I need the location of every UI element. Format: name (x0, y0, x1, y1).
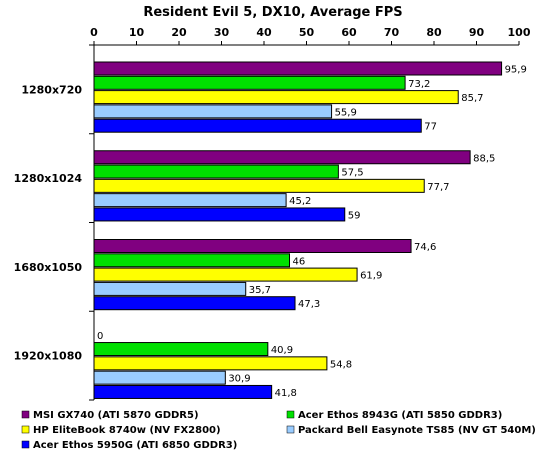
bar (93, 150, 471, 165)
bar (93, 90, 459, 105)
bar-value-label: 30,9 (228, 374, 250, 385)
bar-value-label: 85,7 (461, 93, 483, 104)
axes (89, 41, 520, 401)
legend-label: Packard Bell Easynote TS85 (NV GT 540M) (298, 425, 536, 436)
bar (93, 164, 339, 179)
x-tick-label: 70 (384, 26, 400, 39)
legend-label: MSI GX740 (ATI 5870 GDDR5) (33, 410, 199, 421)
x-axis-ticks: 0 10 20 30 40 50 60 70 80 90 100 (90, 26, 531, 39)
legend-swatch (286, 410, 295, 419)
bar (93, 239, 412, 253)
bar (93, 384, 273, 399)
category-label: 1280x720 (21, 83, 82, 96)
bar-value-label: 77 (424, 122, 437, 133)
category-label: 1280x1024 (14, 172, 83, 185)
bar-value-label: 61,9 (360, 271, 382, 282)
bar (93, 342, 269, 357)
bar-group: 1280x1024 88,5 57,5 77,7 45,2 59 (14, 150, 495, 222)
x-tick-label: 80 (426, 26, 442, 39)
bar (93, 104, 333, 119)
legend-swatch (21, 425, 30, 434)
legend-label: Acer Ethos 8943G (ATI 5850 GDDR3) (298, 410, 502, 421)
bar-value-label: 88,5 (473, 153, 495, 164)
legend-label: Acer Ethos 5950G (ATI 6850 GDDR3) (33, 440, 237, 451)
bar-value-label: 95,9 (505, 65, 527, 76)
bar-group: 1680x1050 74,6 46 61,9 35,7 47,3 (14, 239, 436, 311)
x-tick-label: 30 (214, 26, 230, 39)
bar (93, 356, 328, 371)
bar (93, 178, 425, 193)
bar-value-label: 73,2 (408, 79, 430, 90)
legend: MSI GX740 (ATI 5870 GDDR5) Acer Ethos 894… (21, 410, 536, 451)
bar-group: 1920x1080 0 40,9 54,8 30,9 41,8 (14, 331, 352, 399)
bar (93, 267, 358, 282)
legend-swatch (286, 425, 295, 434)
bar-value-label: 46 (293, 256, 306, 267)
legend-item: MSI GX740 (ATI 5870 GDDR5) (21, 410, 199, 421)
legend-item: Acer Ethos 5950G (ATI 6850 GDDR3) (21, 440, 237, 451)
bar-value-label: 35,7 (249, 285, 271, 296)
x-tick-label: 50 (299, 26, 315, 39)
legend-item: Packard Bell Easynote TS85 (NV GT 540M) (286, 425, 536, 436)
x-tick-label: 60 (341, 26, 357, 39)
bar-value-label: 55,9 (335, 107, 357, 118)
x-tick-label: 20 (171, 26, 187, 39)
category-label: 1920x1080 (14, 350, 83, 363)
legend-label: HP EliteBook 8740w (NV FX2800) (33, 425, 221, 436)
legend-swatch (21, 410, 30, 419)
bar (93, 207, 346, 222)
bar-groups: 1280x720 95,9 73,2 85,7 55,9 77 1280x1024 88,5 5… (14, 61, 527, 399)
bar-value-label: 40,9 (271, 345, 293, 356)
x-tick-label: 0 (90, 26, 98, 39)
bar (93, 281, 247, 296)
bar (93, 193, 287, 208)
legend-swatch (21, 440, 30, 449)
x-tick-label: 40 (256, 26, 272, 39)
bar-value-label: 59 (348, 210, 361, 221)
bar (93, 118, 422, 133)
x-tick-label: 90 (469, 26, 485, 39)
bar (93, 296, 296, 311)
bar (93, 253, 290, 268)
bar-value-label: 74,6 (414, 242, 436, 253)
bar-value-label: 77,7 (427, 182, 449, 193)
bar-value-label: 0 (97, 331, 103, 342)
bar (93, 75, 406, 90)
legend-item: Acer Ethos 8943G (ATI 5850 GDDR3) (286, 410, 502, 421)
bar-value-label: 47,3 (298, 299, 320, 310)
bar (93, 370, 226, 385)
bar-group: 1280x720 95,9 73,2 85,7 55,9 77 (21, 61, 527, 133)
bar-value-label: 54,8 (330, 359, 352, 370)
x-tick-label: 10 (129, 26, 145, 39)
bar-value-label: 41,8 (275, 388, 297, 399)
bar-value-label: 57,5 (341, 168, 363, 179)
legend-item: HP EliteBook 8740w (NV FX2800) (21, 425, 221, 436)
chart-title: Resident Evil 5, DX10, Average FPS (143, 5, 402, 20)
category-label: 1680x1050 (14, 261, 83, 274)
bar-value-label: 45,2 (289, 196, 311, 207)
bar (93, 61, 503, 76)
x-tick-label: 100 (508, 26, 531, 39)
